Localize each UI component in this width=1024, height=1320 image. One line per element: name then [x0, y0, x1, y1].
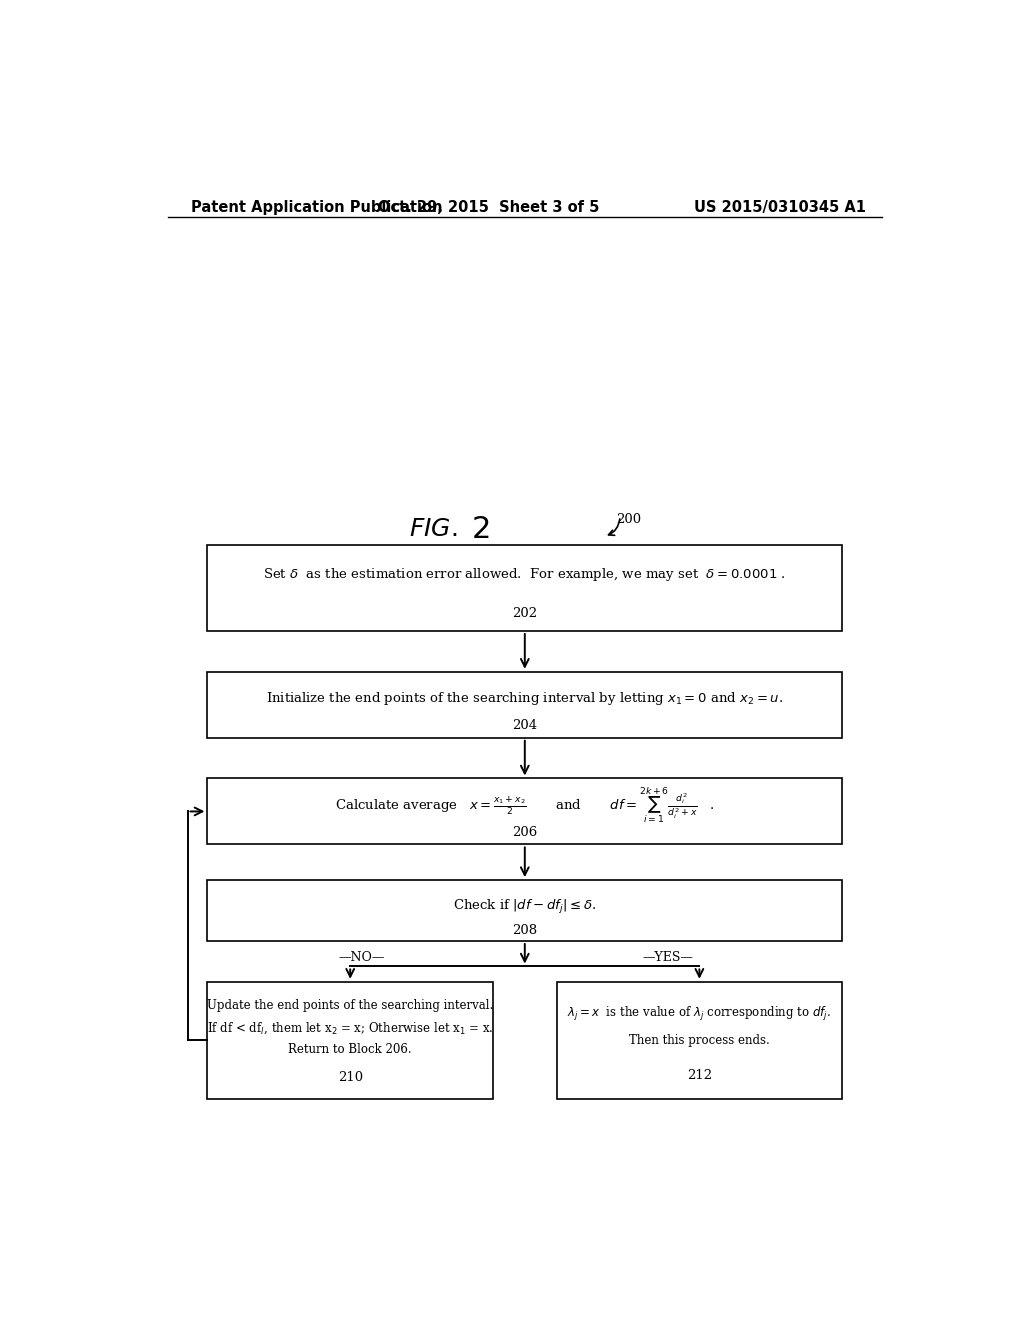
Text: $\lambda_j = x$  is the value of $\lambda_j$ corresponding to $df_j$.: $\lambda_j = x$ is the value of $\lambda… — [567, 1006, 831, 1023]
Text: 200: 200 — [616, 512, 641, 525]
Bar — [207, 982, 494, 1098]
Text: Calculate average   $x = \frac{x_1+x_2}{2}$       and       $df = \sum_{i=1}^{2k: Calculate average $x = \frac{x_1+x_2}{2}… — [335, 785, 715, 825]
Text: Update the end points of the searching interval.: Update the end points of the searching i… — [207, 998, 494, 1011]
Text: Patent Application Publication: Patent Application Publication — [191, 199, 443, 215]
Text: Check if $|df - df_j| \leq \delta$.: Check if $|df - df_j| \leq \delta$. — [454, 899, 596, 916]
Bar — [557, 982, 842, 1098]
Text: US 2015/0310345 A1: US 2015/0310345 A1 — [694, 199, 866, 215]
Text: Initialize the end points of the searching interval by letting $x_1 = 0$ and $x_: Initialize the end points of the searchi… — [266, 689, 783, 706]
Text: Then this process ends.: Then this process ends. — [629, 1034, 770, 1047]
Bar — [207, 779, 843, 845]
Text: 208: 208 — [512, 924, 538, 937]
Text: Oct. 29, 2015  Sheet 3 of 5: Oct. 29, 2015 Sheet 3 of 5 — [379, 199, 600, 215]
Text: 202: 202 — [512, 607, 538, 620]
Bar — [207, 672, 843, 738]
Text: $\mathit{2}$: $\mathit{2}$ — [461, 513, 490, 545]
Text: 206: 206 — [512, 826, 538, 840]
Text: 204: 204 — [512, 719, 538, 733]
Text: 212: 212 — [687, 1069, 712, 1081]
Text: $\mathit{FIG.}$: $\mathit{FIG.}$ — [409, 517, 458, 541]
Text: —YES—: —YES— — [642, 952, 693, 965]
Text: —NO—: —NO— — [339, 952, 385, 965]
Text: Set $\delta$  as the estimation error allowed.  For example, we may set  $\delta: Set $\delta$ as the estimation error all… — [263, 566, 786, 583]
Text: Return to Block 206.: Return to Block 206. — [289, 1043, 412, 1056]
Text: 210: 210 — [338, 1071, 362, 1084]
Bar — [207, 880, 843, 941]
Bar — [207, 545, 843, 631]
Text: If df < df$_l$, them let x$_2$ = x; Otherwise let x$_1$ = x.: If df < df$_l$, them let x$_2$ = x; Othe… — [207, 1020, 494, 1036]
